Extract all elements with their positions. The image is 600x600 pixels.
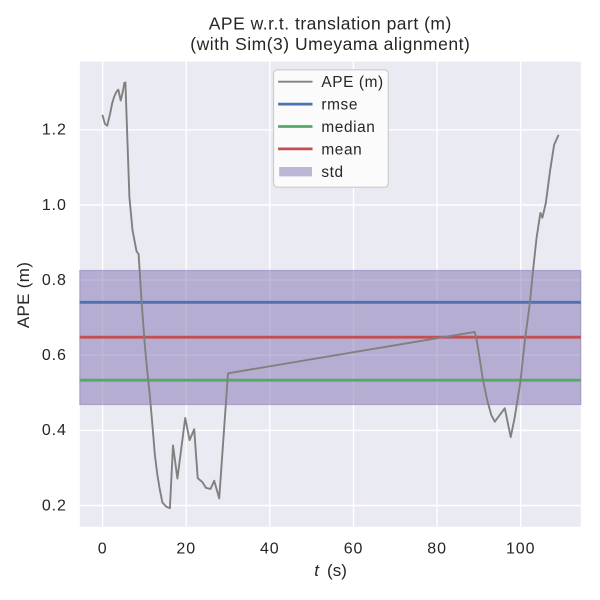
svg-text:0.8: 0.8 (42, 272, 67, 289)
svg-text:80: 80 (427, 540, 447, 557)
svg-text:APE (m): APE (m) (321, 74, 383, 91)
svg-text:t(s): t (s) (314, 561, 347, 580)
svg-text:60: 60 (344, 540, 364, 557)
svg-text:1.0: 1.0 (42, 197, 67, 214)
svg-text:APE (m): APE (m) (14, 262, 33, 328)
svg-text:20: 20 (176, 540, 196, 557)
svg-text:std: std (321, 164, 343, 181)
svg-text:median: median (321, 119, 375, 136)
svg-text:0.4: 0.4 (42, 422, 67, 439)
svg-text:1.2: 1.2 (42, 122, 67, 139)
svg-text:0.2: 0.2 (42, 497, 67, 514)
svg-text:0.6: 0.6 (42, 347, 67, 364)
svg-text:mean: mean (321, 141, 362, 158)
svg-text:rmse: rmse (321, 97, 358, 114)
svg-text:40: 40 (260, 540, 280, 557)
svg-text:(with Sim(3) Umeyama alignment: (with Sim(3) Umeyama alignment) (190, 34, 470, 54)
svg-text:0: 0 (98, 540, 108, 557)
svg-text:100: 100 (506, 540, 535, 557)
svg-text:APE w.r.t. translation part (m: APE w.r.t. translation part (m) (209, 13, 452, 33)
